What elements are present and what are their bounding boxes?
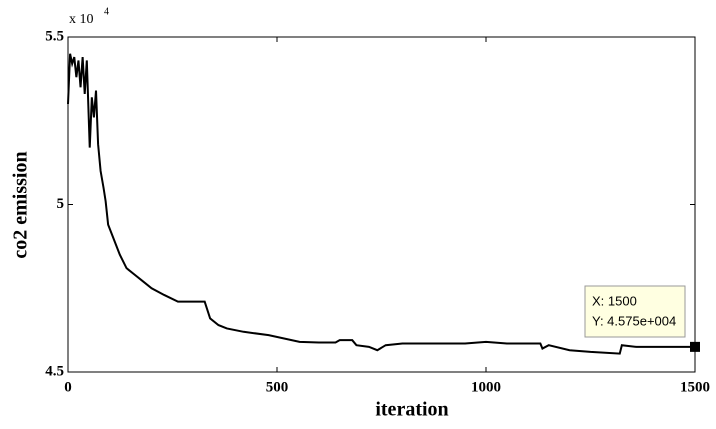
data-line — [67, 53, 695, 355]
x-tick-label: 0 — [64, 379, 72, 395]
y-tick-label: 5.5 — [45, 28, 64, 44]
y-exponent: 4 — [104, 6, 109, 17]
y-tick-label: 5 — [57, 196, 65, 212]
y-exponent-base: x 10 — [69, 12, 94, 27]
y-tick-label: 4.5 — [45, 363, 64, 379]
datatip-x: X: 1500 — [592, 293, 637, 308]
datatip-box — [584, 285, 686, 338]
x-axis-label: iteration — [375, 399, 448, 421]
y-axis-label: co2 emission — [10, 151, 32, 258]
x-tick-label: 500 — [266, 379, 289, 395]
datatip-marker — [690, 341, 700, 352]
x-tick-label: 1000 — [471, 379, 501, 395]
datatip-y: Y: 4.575e+004 — [592, 313, 676, 328]
x-tick-label: 1500 — [680, 379, 710, 395]
